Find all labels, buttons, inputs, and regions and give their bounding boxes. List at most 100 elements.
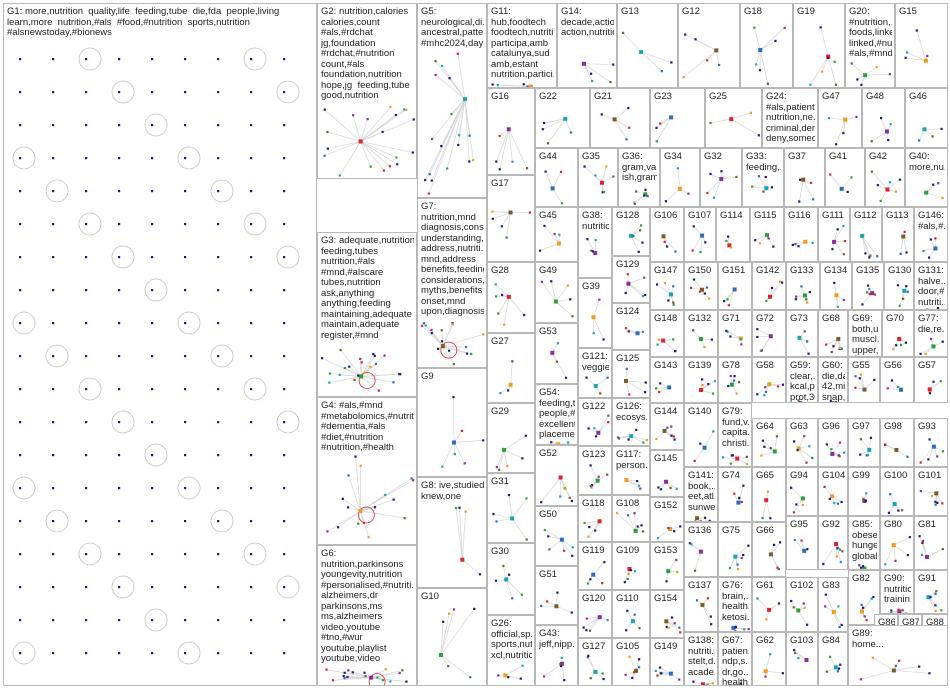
- group-box-g94[interactable]: G94: [786, 467, 818, 516]
- group-box-g55[interactable]: G55: [848, 357, 880, 403]
- group-box-g87[interactable]: G87: [898, 614, 922, 630]
- group-box-g98[interactable]: G98: [880, 418, 914, 467]
- group-box-g117[interactable]: G117: person...: [612, 446, 650, 495]
- group-box-g39[interactable]: G39: [578, 278, 612, 348]
- group-box-g114[interactable]: G114: [716, 207, 750, 262]
- group-box-g113[interactable]: G113: [882, 207, 914, 262]
- group-box-g62[interactable]: G62: [752, 632, 786, 686]
- group-box-g2[interactable]: G2: nutrition,calories calories,count #a…: [317, 3, 417, 179]
- group-box-g110[interactable]: G110: [612, 590, 650, 638]
- group-box-g51[interactable]: G51: [535, 566, 578, 625]
- group-box-g121[interactable]: G121: veggie...: [578, 348, 612, 398]
- group-box-g41[interactable]: G41: [825, 148, 865, 207]
- group-box-g115[interactable]: G115: [750, 207, 784, 262]
- group-box-g54[interactable]: G54: feeding,t... people,#... excellent.…: [535, 384, 578, 445]
- group-box-g14[interactable]: G14: decade,action action,nutrition: [557, 3, 617, 88]
- group-box-g75[interactable]: G75: [718, 522, 752, 577]
- group-box-g92[interactable]: G92: [818, 516, 848, 570]
- group-box-g63[interactable]: G63: [786, 418, 818, 467]
- group-box-g140[interactable]: G140: [684, 403, 718, 467]
- group-box-g32[interactable]: G32: [700, 148, 742, 207]
- group-box-g134[interactable]: G134: [820, 262, 852, 310]
- group-box-g65[interactable]: G65: [752, 467, 786, 522]
- group-box-g103[interactable]: G103: [786, 632, 818, 686]
- group-box-g20[interactable]: G20: #nutrition,... foods,linked linked,…: [845, 3, 895, 88]
- group-box-g1[interactable]: G1: more,nutrition quality,life feeding,…: [3, 3, 317, 686]
- group-box-g60[interactable]: G60: die,da... 42,mill... snap,...: [818, 357, 848, 403]
- group-box-g7[interactable]: G7: nutrition,mnd diagnosis,cons... unde…: [417, 198, 487, 368]
- group-box-g151[interactable]: G151: [718, 262, 752, 310]
- group-box-g133[interactable]: G133: [786, 262, 820, 310]
- group-box-g59[interactable]: G59: clear,... kcal,p... prot,30...: [786, 357, 818, 403]
- group-box-g22[interactable]: G22: [535, 88, 590, 148]
- group-box-g150[interactable]: G150: [684, 262, 718, 310]
- group-box-g15[interactable]: G15: [895, 3, 948, 88]
- group-box-g153[interactable]: G153: [650, 542, 684, 590]
- group-box-g6[interactable]: G6: nutrition,parkinsons youngevity,nutr…: [317, 545, 417, 686]
- group-box-g13[interactable]: G13: [617, 3, 678, 88]
- group-box-g33[interactable]: G33: feeding,...: [742, 148, 784, 207]
- group-box-g42[interactable]: G42: [865, 148, 905, 207]
- group-box-g105[interactable]: G105: [612, 638, 650, 686]
- group-box-g25[interactable]: G25: [705, 88, 762, 148]
- group-box-g66[interactable]: G66: [752, 522, 786, 577]
- group-box-g79[interactable]: G79: fund,v... capita... christi...: [718, 403, 752, 467]
- group-box-g30[interactable]: G30: [487, 543, 535, 615]
- group-box-g126[interactable]: G126: ecosys...: [612, 398, 650, 446]
- group-box-g77[interactable]: G77: die,re...: [914, 310, 948, 357]
- group-box-g85[interactable]: G85: obese... hunger... global,...: [848, 516, 880, 570]
- group-box-g34[interactable]: G34: [660, 148, 700, 207]
- group-box-g12[interactable]: G12: [678, 3, 740, 88]
- group-box-g93[interactable]: G93: [914, 418, 948, 467]
- group-box-g96[interactable]: G96: [818, 418, 848, 467]
- group-box-g8[interactable]: G8: ive,studied knew,one: [417, 477, 487, 588]
- group-box-g143[interactable]: G143: [650, 357, 684, 403]
- group-box-g48[interactable]: G48: [862, 88, 905, 148]
- group-box-g123[interactable]: G123: [578, 446, 612, 495]
- group-box-g36[interactable]: G36: gram,va... ish,gram: [618, 148, 660, 207]
- group-box-g109[interactable]: G109: [612, 542, 650, 590]
- group-box-g154[interactable]: G154: [650, 590, 684, 638]
- group-box-g17[interactable]: G17: [487, 175, 535, 262]
- group-box-g45[interactable]: G45: [535, 207, 578, 262]
- group-box-g26[interactable]: G26: official,sp... sports,nut... xcl,nu…: [487, 615, 535, 686]
- group-box-g40[interactable]: G40: more,nu...: [905, 148, 948, 207]
- group-box-g136[interactable]: G136: [684, 522, 718, 577]
- group-box-g72[interactable]: G72: [752, 310, 786, 357]
- group-box-g119[interactable]: G119: [578, 542, 612, 590]
- group-box-g139[interactable]: G139: [684, 357, 718, 403]
- group-box-g52[interactable]: G52: [535, 445, 578, 506]
- group-box-g78[interactable]: G78: [718, 357, 752, 403]
- group-box-g61[interactable]: G61: [752, 577, 786, 632]
- group-box-g97[interactable]: G97: [848, 418, 880, 467]
- group-box-g141[interactable]: G141: book,... eet,atl... sunwe...: [684, 467, 718, 522]
- group-box-g31[interactable]: G31: [487, 473, 535, 543]
- group-box-g142[interactable]: G142: [752, 262, 786, 310]
- group-box-g57[interactable]: G57: [914, 357, 948, 403]
- group-box-g148[interactable]: G148: [650, 310, 684, 357]
- group-box-g10[interactable]: G10: [417, 588, 487, 686]
- group-box-g9[interactable]: G9: [417, 368, 487, 477]
- group-box-g145[interactable]: G145: [650, 450, 684, 497]
- group-box-g89[interactable]: G89: home...: [848, 625, 948, 686]
- group-box-g80[interactable]: G80: [880, 516, 914, 570]
- group-box-g68[interactable]: G68: [818, 310, 848, 357]
- group-box-g56[interactable]: G56: [880, 357, 914, 403]
- group-box-g47[interactable]: G47: [818, 88, 862, 148]
- group-box-g129[interactable]: G129: [612, 256, 650, 303]
- group-box-g23[interactable]: G23: [650, 88, 705, 148]
- group-box-g5[interactable]: G5: neurological,di... ancestral,patte..…: [417, 3, 487, 198]
- group-box-g116[interactable]: G116: [784, 207, 818, 262]
- group-box-g76[interactable]: G76: brain,... health... ketosi...: [718, 577, 752, 632]
- group-box-g53[interactable]: G53: [535, 323, 578, 384]
- group-box-g49[interactable]: G49: [535, 262, 578, 323]
- group-box-g124[interactable]: G124: [612, 303, 650, 350]
- group-box-g64[interactable]: G64: [752, 418, 786, 467]
- group-box-g70[interactable]: G70: [882, 310, 914, 357]
- group-box-g27[interactable]: G27: [487, 333, 535, 403]
- group-box-g132[interactable]: G132: [684, 310, 718, 357]
- group-box-g38[interactable]: G38: nutritio...: [578, 207, 612, 278]
- group-box-g146[interactable]: G146: #als,#...: [914, 207, 948, 262]
- group-box-g118[interactable]: G118: [578, 495, 612, 542]
- group-box-g91[interactable]: G91: [914, 570, 948, 614]
